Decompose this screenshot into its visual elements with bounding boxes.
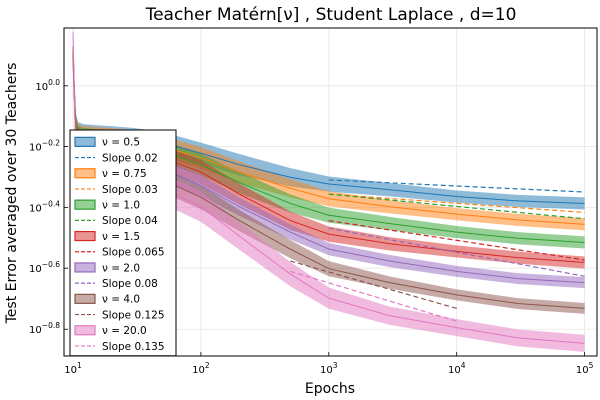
plot-frame xyxy=(63,27,598,357)
y-tick-exp: 0.0 xyxy=(48,78,60,87)
x-tick-exp: 5 xyxy=(589,361,594,370)
legend-swatch xyxy=(74,325,96,336)
y-tick-label: 100.0 xyxy=(35,78,60,93)
legend-swatch xyxy=(74,168,96,179)
x-tick-label: 104 xyxy=(448,361,466,376)
legend-label: ν = 20.0 xyxy=(102,325,147,337)
chart-title: Teacher Matérn[ν] , Student Laplace , d=… xyxy=(145,5,517,25)
legend-label: ν = 1.5 xyxy=(102,231,140,243)
slope-line-slope-0_065 xyxy=(328,220,585,261)
x-tick-base: 10 xyxy=(64,365,77,376)
slope-line-slope-0_08 xyxy=(328,227,585,277)
y-tick-base: 10 xyxy=(29,203,42,214)
slope-line-slope-0_125 xyxy=(290,260,457,310)
y-tick-base: 10 xyxy=(29,264,42,275)
x-tick-exp: 4 xyxy=(461,361,466,370)
x-tick-label: 103 xyxy=(320,361,338,376)
x-tick-base: 10 xyxy=(576,365,589,376)
y-tick-base: 10 xyxy=(35,82,48,93)
legend-swatch xyxy=(74,230,96,242)
legend-label: Slope 0.135 xyxy=(102,341,165,353)
legend-box xyxy=(69,129,177,357)
legend-swatch xyxy=(74,199,96,210)
legend: ν = 0.5 Slope 0.02 ν = 0.75 Slope 0.03 ν = 1… xyxy=(69,129,177,357)
legend-label: Slope 0.03 xyxy=(102,184,158,196)
y-tick-label: 10−0.4 xyxy=(29,199,60,214)
legend-swatch xyxy=(74,136,96,147)
x-tick-base: 10 xyxy=(192,365,205,376)
x-tick-exp: 1 xyxy=(77,361,82,370)
legend-label: ν = 0.75 xyxy=(102,168,147,180)
y-tick-exp: −0.4 xyxy=(42,199,60,208)
y-tick-exp: −0.8 xyxy=(42,321,60,330)
y-tick-label: 10−0.8 xyxy=(29,321,60,336)
y-tick-exp: −0.6 xyxy=(42,260,60,269)
legend-swatch xyxy=(74,262,96,273)
x-tick-base: 10 xyxy=(320,365,333,376)
y-tick-label: 10−0.2 xyxy=(29,139,60,154)
legend-label: Slope 0.04 xyxy=(102,215,158,227)
slope-line-slope-0_02 xyxy=(328,179,585,193)
x-tick-label: 101 xyxy=(64,361,82,376)
slope-line-slope-0_03 xyxy=(328,193,585,214)
x-tick-exp: 3 xyxy=(333,361,338,370)
slope-line-slope-0_135 xyxy=(290,270,457,322)
x-axis-label: Epochs xyxy=(305,381,355,397)
ticks: 101 102 103 104 105100.010−0.210−0.410−0.610… xyxy=(29,78,594,376)
legend-label: ν = 4.0 xyxy=(102,294,140,306)
legend-label: Slope 0.125 xyxy=(102,309,165,321)
y-tick-exp: −0.2 xyxy=(42,139,60,148)
y-tick-base: 10 xyxy=(29,143,42,154)
legend-label: ν = 1.0 xyxy=(102,199,140,211)
x-tick-label: 105 xyxy=(576,361,594,376)
legend-label: ν = 0.5 xyxy=(102,137,140,149)
x-tick-label: 102 xyxy=(192,361,210,376)
x-tick-base: 10 xyxy=(448,365,461,376)
y-axis-label: Test Error averaged over 30 Teachers xyxy=(4,63,20,325)
x-tick-exp: 2 xyxy=(205,361,210,370)
legend-swatch xyxy=(74,293,96,304)
legend-label: Slope 0.08 xyxy=(102,278,158,290)
slope-line-slope-0_04 xyxy=(328,193,585,220)
y-tick-base: 10 xyxy=(29,325,42,336)
y-tick-label: 10−0.6 xyxy=(29,260,60,275)
legend-label: Slope 0.065 xyxy=(102,247,165,259)
legend-label: Slope 0.02 xyxy=(102,152,158,164)
legend-label: ν = 2.0 xyxy=(102,262,140,274)
